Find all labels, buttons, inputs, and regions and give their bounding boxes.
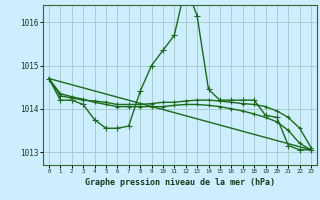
X-axis label: Graphe pression niveau de la mer (hPa): Graphe pression niveau de la mer (hPa) — [85, 178, 275, 187]
